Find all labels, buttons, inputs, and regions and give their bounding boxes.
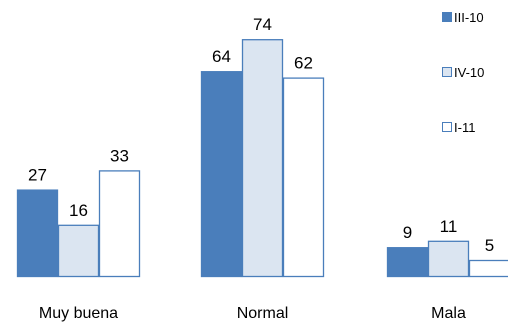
category-label: Mala [431, 305, 466, 322]
bar-iv-10-normal [241, 39, 284, 278]
bars-layer [16, 39, 508, 278]
value-label: 11 [440, 217, 458, 236]
value-label: 74 [253, 15, 272, 34]
value-label: 16 [69, 201, 88, 220]
value-label: 27 [28, 166, 47, 185]
bar-iv-10-mala [427, 240, 470, 278]
legend-swatch [442, 122, 452, 132]
category-label: Normal [237, 305, 289, 322]
bar-iii-10-normal [200, 71, 243, 278]
bar-i-11-muy-buena [98, 170, 141, 278]
value-label: 9 [403, 223, 412, 242]
legend: III-10 IV-10 I-11 [442, 10, 484, 135]
value-label: 62 [294, 54, 313, 73]
bar-iii-10-mala [386, 247, 429, 278]
value-labels-layer: 27 16 33 64 74 62 9 11 5 [28, 15, 494, 255]
value-label: 5 [485, 236, 494, 255]
legend-swatch [442, 67, 452, 77]
value-label: 64 [212, 47, 231, 66]
legend-label: IV-10 [454, 65, 484, 80]
bar-i-11-normal [282, 77, 325, 278]
bar-iv-10-muy-buena [57, 224, 100, 278]
bar-iii-10-muy-buena [16, 189, 59, 278]
bar-i-11-mala [468, 259, 508, 278]
category-labels-layer: Muy buena Normal Mala [39, 305, 466, 322]
value-label: 33 [110, 146, 129, 165]
legend-swatch [442, 12, 452, 22]
category-label: Muy buena [39, 305, 118, 322]
legend-label: I-11 [454, 120, 475, 135]
legend-label: III-10 [454, 10, 484, 25]
